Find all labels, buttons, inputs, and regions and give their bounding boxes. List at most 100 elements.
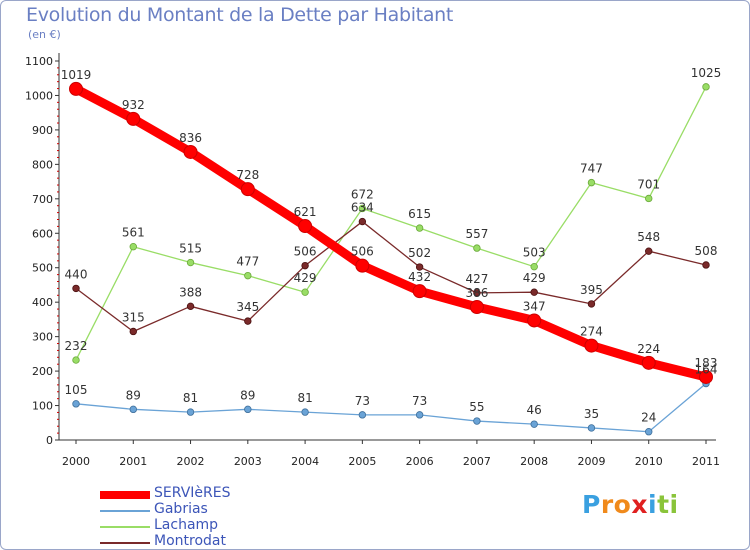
y-tick-label: 100 bbox=[32, 400, 53, 413]
data-point bbox=[186, 408, 195, 416]
x-tick-label: 2010 bbox=[635, 455, 663, 468]
y-tick-label: 300 bbox=[32, 331, 53, 344]
data-point bbox=[699, 369, 713, 384]
x-tick-label: 2000 bbox=[62, 455, 90, 468]
data-point bbox=[129, 243, 137, 251]
data-label: 232 bbox=[65, 339, 88, 353]
data-label: 73 bbox=[412, 394, 427, 408]
data-point bbox=[358, 204, 367, 213]
data-point bbox=[244, 271, 252, 280]
data-point bbox=[645, 428, 653, 436]
data-label: 634 bbox=[351, 201, 374, 215]
data-label: 105 bbox=[65, 383, 88, 397]
data-point bbox=[244, 317, 252, 325]
data-label: 548 bbox=[637, 230, 660, 244]
data-label: 81 bbox=[183, 391, 198, 405]
data-point bbox=[72, 284, 80, 293]
data-label: 621 bbox=[294, 205, 317, 219]
data-label: 81 bbox=[297, 391, 312, 405]
x-tick-label: 2001 bbox=[119, 455, 147, 468]
data-point bbox=[645, 247, 653, 255]
data-point bbox=[358, 411, 367, 419]
data-point bbox=[641, 355, 656, 370]
y-tick-label: 700 bbox=[32, 193, 53, 206]
x-tick-label: 2003 bbox=[234, 455, 262, 468]
legend-label: Lachamp bbox=[154, 517, 219, 533]
legend-item: Lachamp bbox=[100, 517, 340, 534]
data-label: 508 bbox=[695, 244, 718, 258]
data-label: 24 bbox=[641, 411, 656, 425]
data-point bbox=[702, 83, 710, 91]
data-label: 274 bbox=[580, 325, 603, 339]
y-tick-label: 200 bbox=[32, 365, 53, 378]
data-point bbox=[244, 405, 252, 414]
data-point bbox=[301, 261, 309, 270]
data-label: 46 bbox=[527, 403, 542, 417]
chart-subtitle: (en €) bbox=[28, 28, 61, 41]
legend-item: Montrodat bbox=[100, 533, 340, 550]
data-point bbox=[412, 284, 427, 299]
y-tick-label: 900 bbox=[32, 124, 53, 137]
data-label: 561 bbox=[122, 226, 145, 240]
data-point bbox=[301, 408, 309, 416]
series-line-lachamp bbox=[75, 86, 707, 361]
x-tick-label: 2006 bbox=[406, 455, 434, 468]
data-point bbox=[358, 217, 367, 226]
data-point bbox=[645, 194, 653, 203]
chart-title: Evolution du Montant de la Dette par Hab… bbox=[26, 4, 454, 26]
data-point bbox=[530, 262, 538, 271]
data-point bbox=[587, 178, 596, 187]
y-tick-label: 600 bbox=[32, 227, 53, 240]
legend-label: Gabrias bbox=[154, 501, 208, 517]
data-point bbox=[129, 327, 137, 336]
data-label: 503 bbox=[523, 246, 546, 260]
data-label: 89 bbox=[126, 388, 141, 402]
data-point bbox=[584, 338, 599, 353]
legend-swatch bbox=[100, 542, 150, 544]
logo-letter: o bbox=[613, 490, 632, 519]
data-label: 347 bbox=[523, 299, 546, 313]
data-label: 429 bbox=[523, 271, 546, 285]
x-tick-label: 2009 bbox=[577, 455, 605, 468]
data-label: 386 bbox=[465, 286, 488, 300]
x-tick-label: 2004 bbox=[291, 455, 319, 468]
data-point bbox=[301, 288, 309, 296]
legend-item: Gabrias bbox=[100, 501, 340, 518]
data-point bbox=[473, 244, 481, 252]
logo-letter: i bbox=[648, 490, 658, 519]
data-label: 1025 bbox=[691, 66, 722, 80]
data-point bbox=[530, 288, 538, 296]
data-point bbox=[702, 261, 710, 269]
series-line-montrodat bbox=[75, 220, 707, 333]
data-point bbox=[72, 356, 80, 364]
series-line-gabrias bbox=[75, 382, 707, 433]
data-label: 502 bbox=[408, 246, 431, 260]
data-point bbox=[587, 300, 596, 308]
data-label: 615 bbox=[408, 207, 431, 221]
data-point bbox=[298, 219, 313, 234]
legend-label: Montrodat bbox=[154, 533, 226, 549]
data-label: 315 bbox=[122, 310, 145, 324]
logo-letter: P bbox=[582, 490, 601, 519]
data-point bbox=[473, 289, 481, 297]
data-point bbox=[186, 258, 195, 267]
x-tick-label: 2002 bbox=[177, 455, 205, 468]
data-point bbox=[72, 400, 80, 408]
data-label: 89 bbox=[240, 388, 255, 402]
data-label: 1019 bbox=[61, 68, 92, 82]
data-label: 672 bbox=[351, 187, 374, 201]
data-label: 701 bbox=[637, 177, 660, 191]
data-point bbox=[415, 224, 424, 232]
y-tick-label: 0 bbox=[46, 434, 53, 447]
legend-swatch bbox=[100, 510, 150, 512]
data-label: 728 bbox=[236, 168, 259, 182]
data-label: 515 bbox=[179, 242, 202, 256]
data-label: 35 bbox=[584, 407, 599, 421]
data-label: 224 bbox=[637, 342, 660, 356]
data-label: 432 bbox=[408, 270, 431, 284]
data-label: 506 bbox=[351, 245, 374, 259]
data-label: 440 bbox=[65, 267, 88, 281]
logo-letter: r bbox=[600, 490, 614, 519]
data-label: 427 bbox=[465, 272, 488, 286]
